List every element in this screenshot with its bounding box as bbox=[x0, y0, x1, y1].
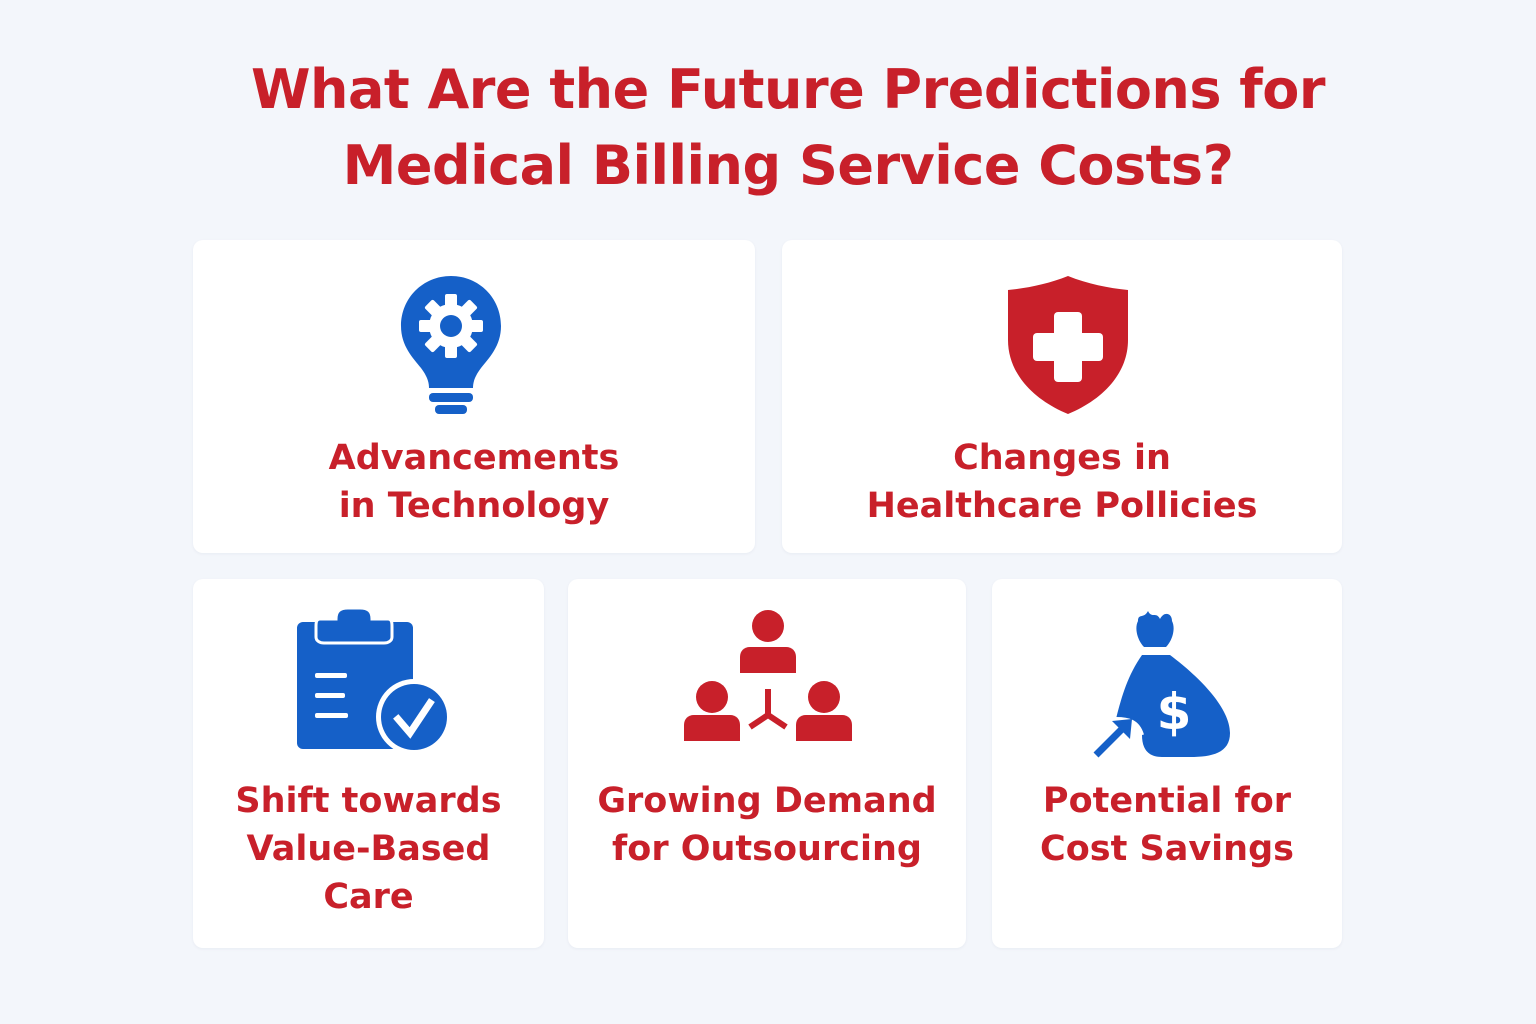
people-network-icon bbox=[684, 610, 852, 741]
shield-cross-icon bbox=[1008, 276, 1128, 414]
card-growing-demand-for-outsourcing: Growing Demand for Outsourcing bbox=[568, 579, 966, 948]
title-line-2: Medical Billing Service Costs? bbox=[342, 134, 1234, 197]
money-bag-arrow-icon: $ bbox=[1093, 611, 1230, 758]
label-line: Shift towards bbox=[235, 781, 502, 821]
card-label: Advancements in Technology bbox=[193, 434, 755, 530]
card-label: Changes in Healthcare Pollicies bbox=[782, 434, 1342, 530]
card-label: Potential for Cost Savings bbox=[992, 777, 1342, 873]
card-advancements-in-technology: Advancements in Technology bbox=[193, 240, 755, 553]
card-potential-for-cost-savings: $ Potential for Cost Savings bbox=[992, 579, 1342, 948]
label-line: Care bbox=[323, 877, 414, 917]
label-line: for Outsourcing bbox=[612, 829, 922, 869]
label-line: Value-Based bbox=[246, 829, 491, 869]
label-line: in Technology bbox=[338, 486, 610, 526]
lightbulb-gear-icon bbox=[401, 276, 501, 414]
svg-text:$: $ bbox=[1157, 683, 1192, 741]
title-line-1: What Are the Future Predictions for bbox=[250, 58, 1326, 121]
label-line: Changes in bbox=[953, 438, 1171, 478]
page-title: What Are the Future Predictions for Medi… bbox=[0, 52, 1536, 204]
label-line: Advancements bbox=[328, 438, 620, 478]
card-label: Shift towards Value-Based Care bbox=[193, 777, 544, 921]
label-line: Healthcare Pollicies bbox=[866, 486, 1258, 526]
card-label: Growing Demand for Outsourcing bbox=[568, 777, 966, 873]
label-line: Cost Savings bbox=[1040, 829, 1294, 869]
clipboard-check-icon bbox=[297, 607, 452, 752]
label-line: Potential for bbox=[1042, 781, 1292, 821]
card-shift-towards-value-based-care: Shift towards Value-Based Care bbox=[193, 579, 544, 948]
card-changes-in-healthcare-policies: Changes in Healthcare Pollicies bbox=[782, 240, 1342, 553]
label-line: Growing Demand bbox=[597, 781, 937, 821]
